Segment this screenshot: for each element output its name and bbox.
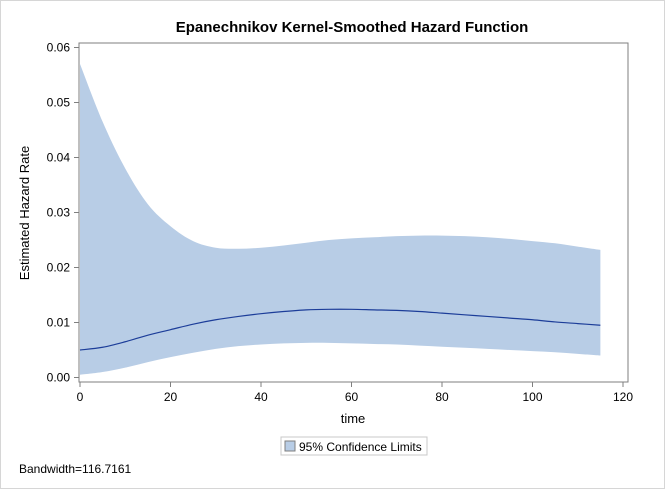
hazard-estimate-line [79,308,601,351]
legend-swatch [284,440,296,452]
y-axis: 0.00 0.01 0.02 0.03 0.04 0.05 0.06 [47,41,79,385]
confidence-band-layer [80,64,601,375]
y-tick-label: 0.02 [47,261,71,275]
x-tick-label: 0 [77,390,84,404]
x-tick-label: 100 [522,390,542,404]
y-tick-label: 0.00 [47,371,71,385]
y-tick-label: 0.04 [47,151,71,165]
chart-title: Epanechnikov Kernel-Smoothed Hazard Func… [176,19,529,36]
hazard-line-layer [79,308,601,351]
x-tick-label: 60 [345,390,359,404]
legend-label: 95% Confidence Limits [299,440,422,454]
x-tick-label: 20 [164,390,178,404]
y-tick-label: 0.05 [47,96,71,110]
legend: 95% Confidence Limits [280,436,428,456]
y-tick-label: 0.01 [47,316,71,330]
confidence-band [80,64,601,375]
y-tick-label: 0.03 [47,206,71,220]
y-axis-title: Estimated Hazard Rate [17,146,32,280]
x-tick-label: 40 [254,390,268,404]
x-axis-title: time [341,411,366,426]
x-axis: 0 20 40 60 80 100 120 [77,382,633,404]
x-tick-label: 120 [613,390,633,404]
bandwidth-footnote: Bandwidth=116.7161 [19,462,132,476]
x-tick-label: 80 [435,390,449,404]
legend-box [280,436,428,456]
y-tick-label: 0.06 [47,41,71,55]
